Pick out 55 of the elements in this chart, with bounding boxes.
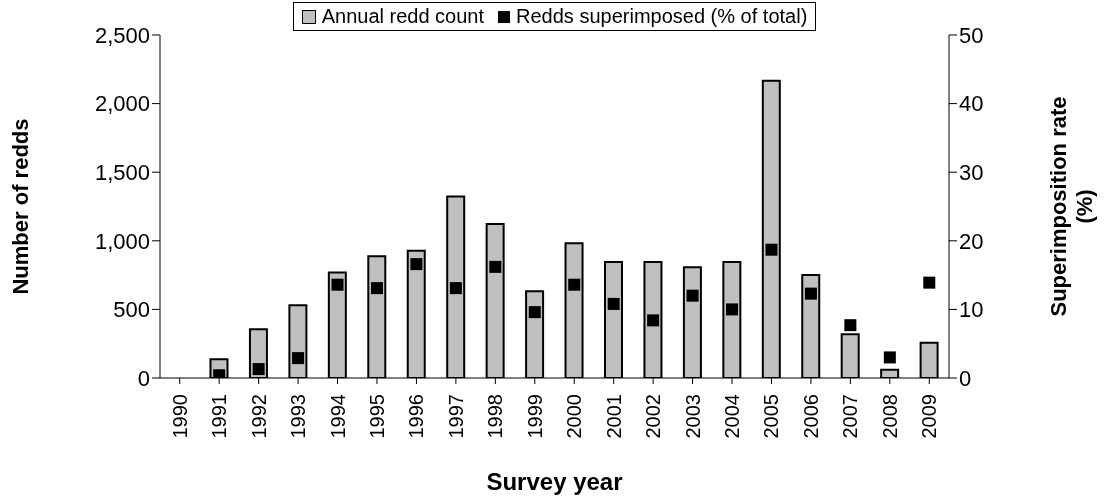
x-tick-label: 2004 [721,394,744,439]
point [252,363,265,376]
x-tick-label: 2009 [918,394,941,439]
x-tick-label: 1993 [287,394,310,439]
point [883,351,896,364]
x-tick-label: 1996 [405,394,428,439]
y2-tick-label: 0 [959,365,972,391]
y2-axis-title: Superimposition rate (%) [1046,96,1097,317]
y2-tick-label: 40 [959,91,984,117]
y-tick-label: 2,000 [94,91,150,117]
x-tick-label: 1994 [326,394,349,439]
point [844,319,857,332]
legend-label: Annual redd count [320,5,485,28]
point [607,297,620,310]
x-axis-title: Survey year [486,468,623,495]
legend-label: Redds superimposed (% of total) [515,5,808,28]
y2-tick-label: 30 [959,160,984,186]
x-tick-label: 2001 [602,394,625,439]
x-tick-label: 2005 [760,394,783,439]
x-tick-label: 2000 [563,394,586,439]
point [726,303,739,316]
point [568,278,581,291]
x-tick-label: 1992 [247,394,270,439]
x-tick-label: 1990 [168,394,191,439]
x-tick-label: 1995 [365,394,388,439]
x-tick-label: 1998 [484,394,507,439]
y2-tick-label: 10 [959,297,984,323]
x-tick-label: 2003 [681,394,704,439]
y-tick-label: 1,500 [94,160,150,186]
point [410,258,423,271]
y-tick-label: 2,500 [94,22,150,48]
point [370,282,383,295]
point [528,306,541,319]
y-tick-label: 1,000 [94,228,150,254]
point [804,287,817,300]
point [449,282,462,295]
x-tick-label: 1991 [208,394,231,439]
y2-tick-label: 50 [959,22,984,48]
x-tick-label: 2007 [839,394,862,439]
x-tick-label: 1999 [523,394,546,439]
point [331,278,344,291]
point [489,260,502,273]
point [686,289,699,302]
point [765,243,778,256]
x-tick-label: 2008 [878,394,901,439]
point [292,352,305,365]
y-tick-label: 0 [137,365,150,391]
x-tick-label: 1997 [444,394,467,439]
y-tick-label: 500 [113,297,150,323]
point [647,314,660,327]
point [923,276,936,289]
y-axis-title: Number of redds [7,118,33,295]
x-tick-label: 2006 [799,394,822,439]
x-tick-label: 2002 [642,394,665,439]
y2-tick-label: 20 [959,228,984,254]
